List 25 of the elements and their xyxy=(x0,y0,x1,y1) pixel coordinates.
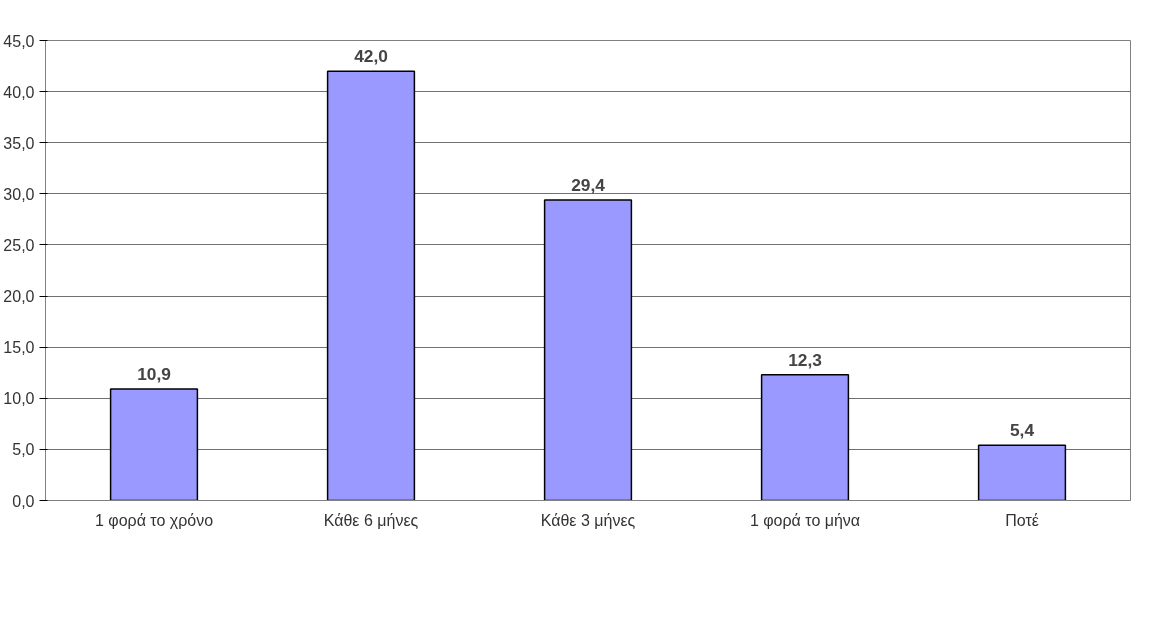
y-tick-label: 40,0 xyxy=(3,83,35,101)
bar xyxy=(109,388,199,501)
y-tick-label: 30,0 xyxy=(3,185,35,203)
bar xyxy=(760,374,850,501)
x-tick-label: 1 φορά το μήνα xyxy=(749,511,861,529)
y-tick-label: 25,0 xyxy=(3,236,35,254)
data-label: 5,4 xyxy=(1009,420,1035,441)
data-label: 42,0 xyxy=(354,46,388,67)
y-tick-label: 45,0 xyxy=(3,32,35,50)
data-label: 12,3 xyxy=(788,349,823,370)
bar xyxy=(326,70,416,501)
bar xyxy=(977,444,1067,501)
y-tick-label: 15,0 xyxy=(3,339,35,357)
x-tick-label: Κάθε 3 μήνες xyxy=(540,511,636,529)
y-tick-label: 10,0 xyxy=(3,390,35,408)
data-label: 29,4 xyxy=(571,174,606,195)
y-tick-label: 20,0 xyxy=(3,288,35,306)
bar xyxy=(543,199,633,501)
x-tick-label: Ποτέ xyxy=(1005,511,1039,529)
y-tick-label: 35,0 xyxy=(3,134,35,152)
data-label: 10,9 xyxy=(137,364,171,385)
x-tick-label: 1 φορά το χρόνο xyxy=(94,511,214,529)
y-tick-label: 0,0 xyxy=(12,492,35,510)
x-tick-label: Κάθε 6 μήνες xyxy=(323,511,419,529)
y-tick-label: 5,0 xyxy=(12,441,35,459)
